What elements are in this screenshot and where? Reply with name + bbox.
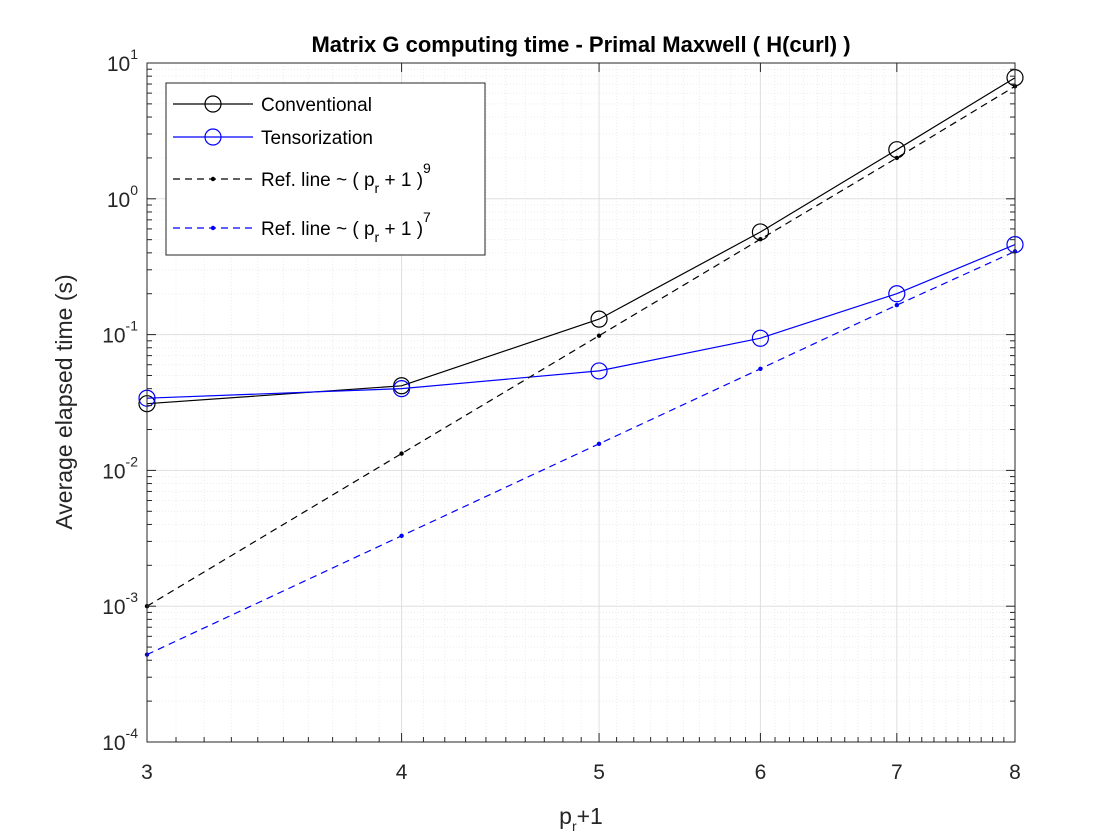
y-tick-label-exponent: -4 (126, 725, 139, 741)
y-tick-label-exponent: -1 (126, 318, 139, 334)
legend-ref-line-9-label: Ref. line ~ ( pr + 1 )9 (261, 160, 431, 196)
y-tick-label: 101 (107, 46, 138, 76)
y-tick-label: 10-4 (102, 725, 138, 755)
legend-label-subscript: r (375, 229, 380, 245)
ref-line-7-point (596, 441, 602, 446)
conventional-point (590, 310, 608, 328)
y-tick-label: 100 (107, 182, 138, 212)
legend-tensorization-marker (204, 128, 222, 146)
tensorization-point (751, 329, 770, 347)
tensorization-line (146, 244, 1016, 399)
legend-tensorization-label: Tensorization (261, 128, 373, 149)
legend-ref-line-7-marker (210, 225, 216, 231)
y-tick-label: 10-2 (102, 453, 138, 483)
ref-line-7-point (758, 366, 763, 371)
y-tick-label-base: 10 (102, 732, 125, 755)
legend-ref-line-7-label: Ref. line ~ ( pr + 1 )7 (261, 209, 431, 245)
tick-marks (146, 62, 1016, 743)
x-axis-label-rest: +1 (577, 803, 603, 829)
conventional-line (146, 77, 1016, 405)
legend-conventional-label: Conventional (261, 95, 372, 116)
x-tick-label: 6 (755, 761, 767, 784)
legend-label-part: Ref. line ~ ( p (261, 219, 375, 240)
ref-line-7-point (894, 302, 900, 308)
x-tick-labels: 3 4 5 6 7 8 (141, 761, 1021, 784)
ref-line-7-line (146, 250, 1016, 656)
ref-line-9-point (399, 451, 404, 456)
y-tick-label-base: 10 (107, 189, 130, 212)
ref-line-9-point (596, 333, 602, 338)
x-tick-label: 3 (141, 761, 153, 784)
y-tick-label: 10-3 (102, 589, 138, 619)
legend-label-superscript: 9 (423, 160, 431, 176)
legend: Conventional Tensorization Ref. line ~ ( p… (165, 82, 486, 256)
x-tick-label: 4 (396, 761, 408, 784)
tensorization-point (888, 285, 906, 303)
x-axis-label: pr+1 (559, 803, 603, 834)
legend-conventional-marker (204, 95, 222, 113)
x-axis-label-base: p (559, 803, 572, 829)
ref-line-9-point (894, 155, 900, 161)
tensorization-point (392, 380, 411, 398)
x-axis-label-sub: r (572, 818, 577, 834)
legend-items: Conventional Tensorization Ref. line ~ ( p… (173, 95, 431, 245)
x-tick-label: 5 (593, 761, 605, 784)
y-tick-label-exponent: 0 (130, 182, 138, 198)
y-tick-label-base: 10 (102, 460, 125, 483)
ref-line-7-point (399, 533, 404, 538)
tensorization-point (590, 362, 608, 380)
legend-label-part: + 1 ) (379, 219, 423, 240)
legend-label-superscript: 7 (423, 209, 431, 225)
y-axis-label: Average elapsed time (s) (51, 274, 77, 529)
chart-title: Matrix G computing time - Primal Maxwell… (311, 32, 850, 57)
y-tick-label-base: 10 (102, 596, 125, 619)
x-tick-label: 8 (1009, 761, 1021, 784)
x-tick-label: 7 (891, 761, 903, 784)
y-tick-label-base: 10 (102, 325, 125, 348)
legend-ref-line-9-marker (210, 176, 216, 182)
minor-grid (147, 63, 1015, 742)
y-tick-label-exponent: -3 (126, 589, 139, 605)
y-tick-label-exponent: 1 (130, 46, 138, 62)
y-tick-label-base: 10 (107, 53, 130, 76)
legend-label-part: + 1 ) (379, 170, 423, 191)
legend-label-part: Ref. line ~ ( p (261, 170, 375, 191)
ref-line-9-point (758, 237, 763, 242)
y-tick-label: 10-1 (102, 318, 138, 348)
series-layer (138, 69, 1024, 657)
y-tick-label-exponent: -2 (126, 453, 139, 469)
legend-box (165, 82, 486, 256)
legend-label-subscript: r (375, 180, 380, 196)
